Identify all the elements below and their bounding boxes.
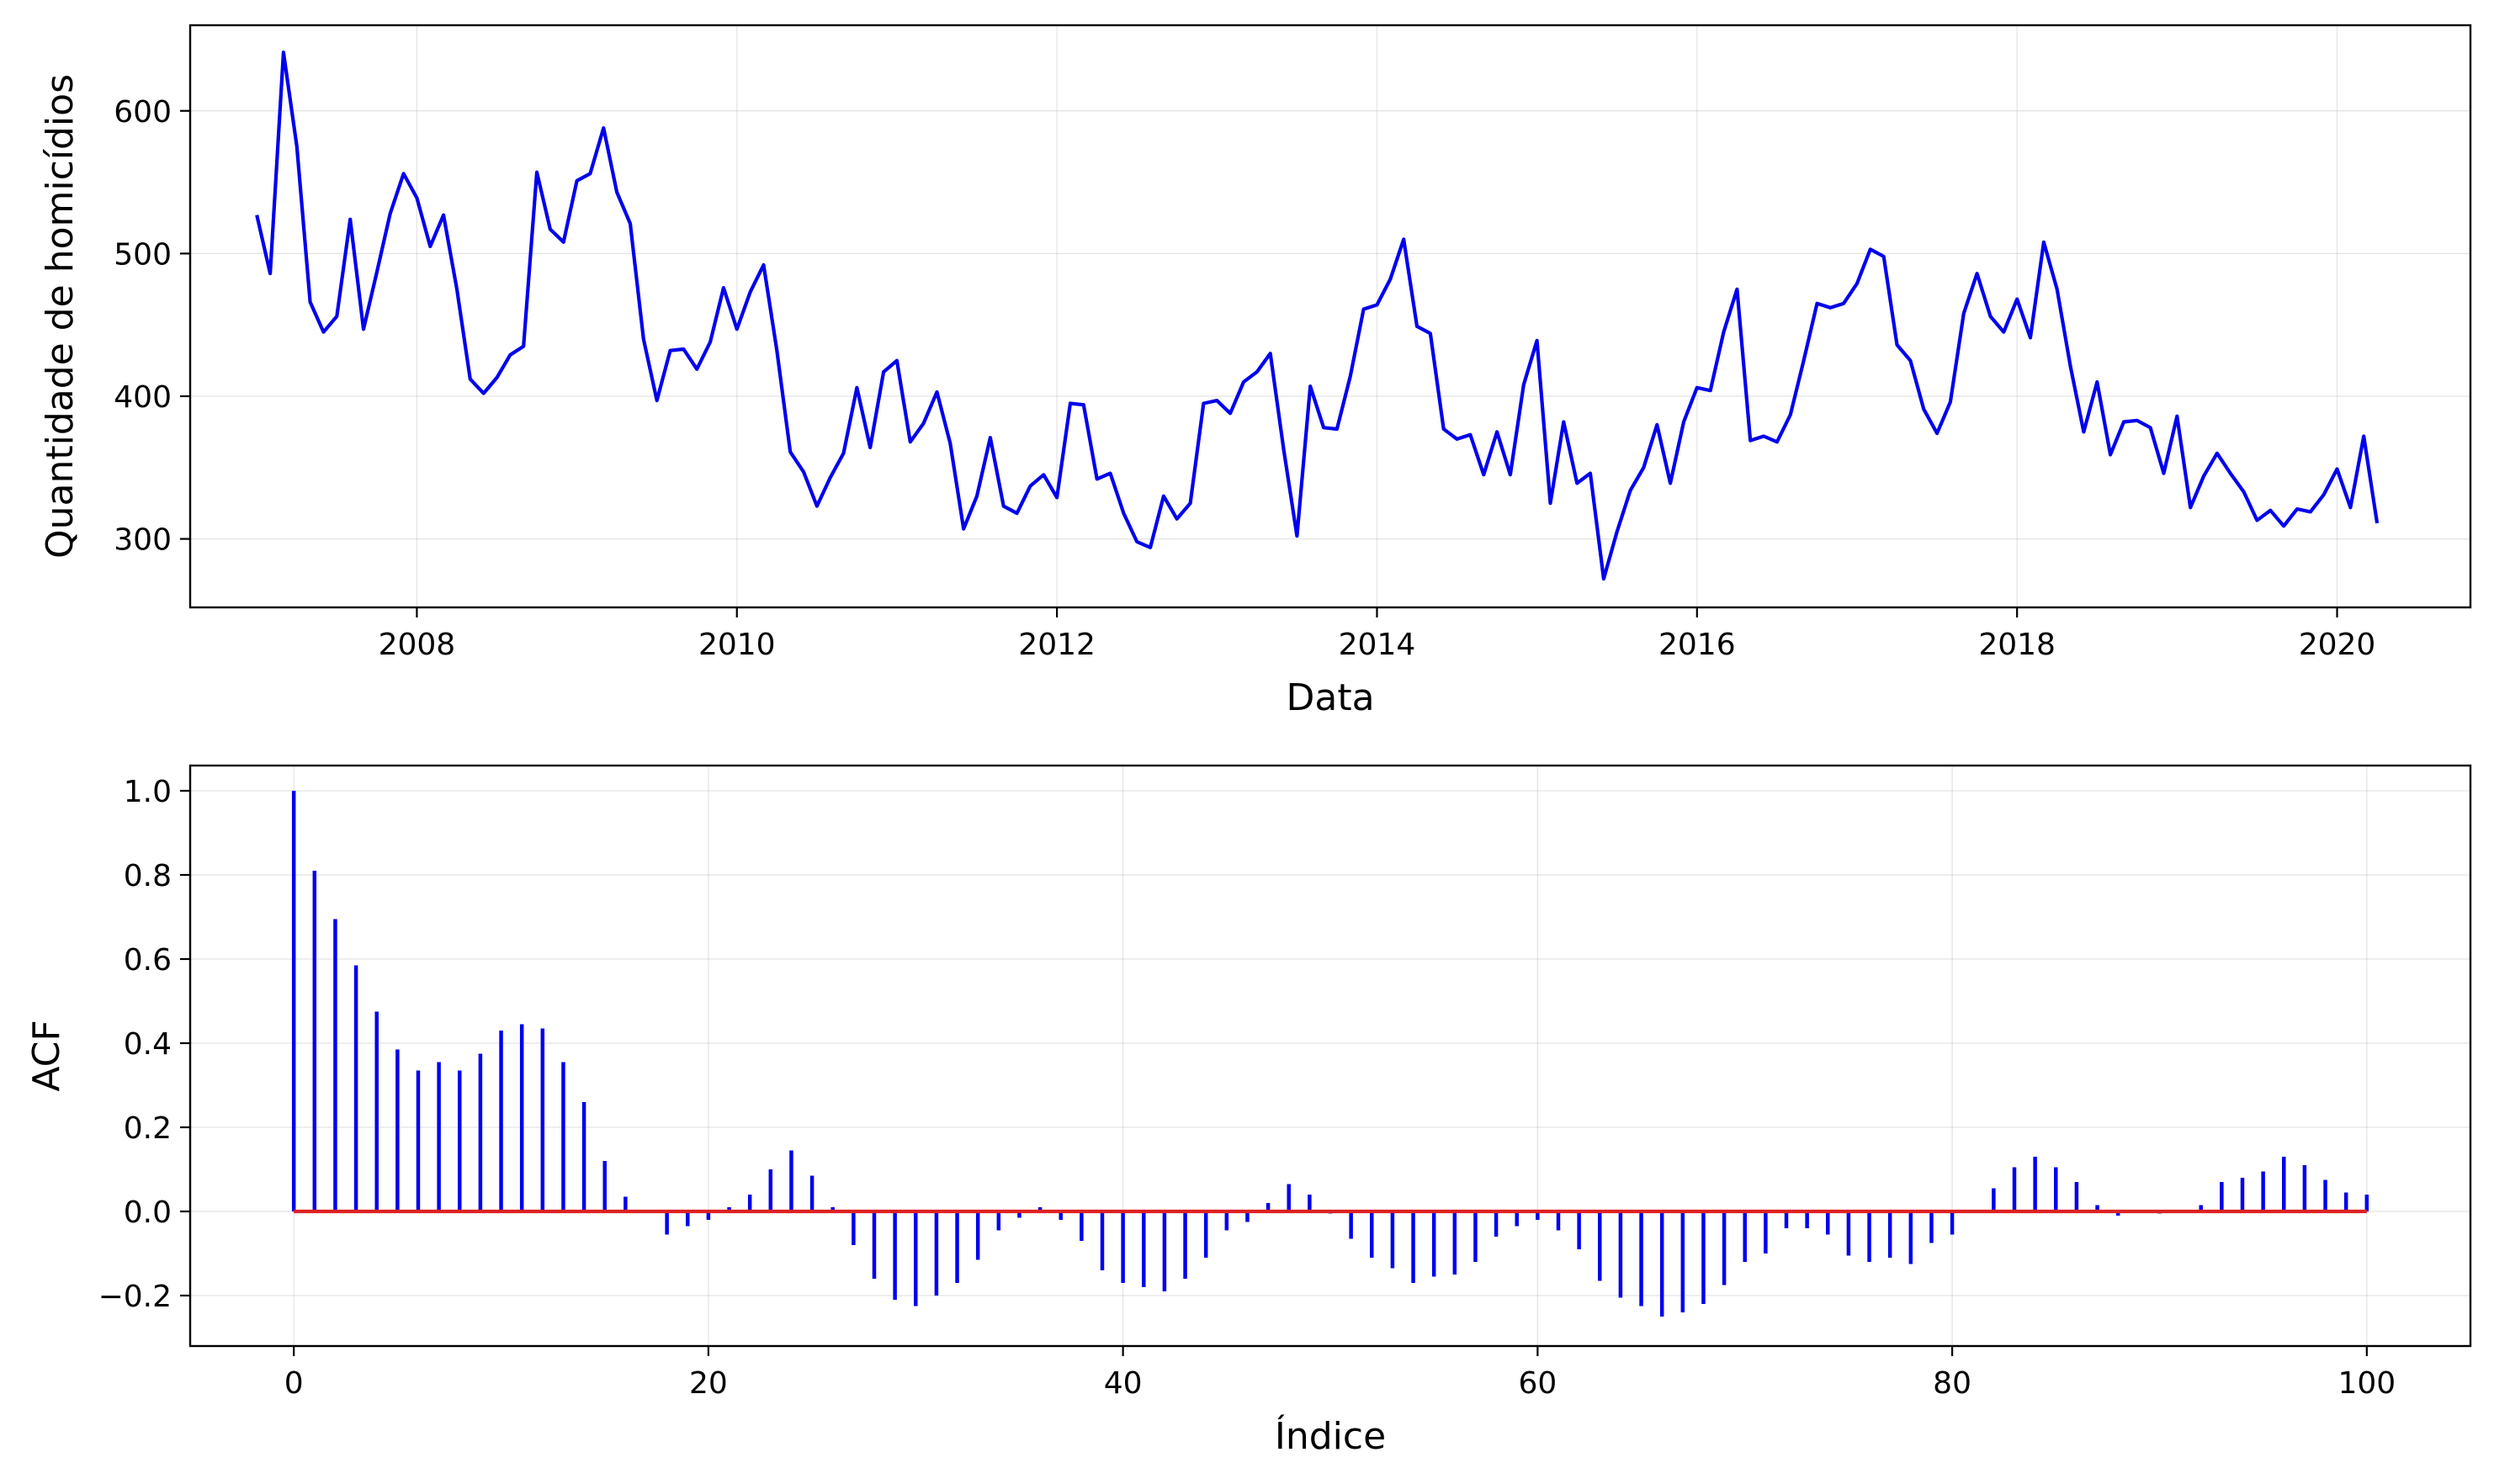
time-series-y-ticks: 300 400 500 600 (114, 95, 190, 558)
acf-panel: 0 20 40 60 80 100 1.0 0.8 0.6 0.4 0.2 0.0 −0.2 Índi… (25, 764, 2472, 1458)
time-series-panel: 2008 2010 2012 2014 2016 2018 2020 300 400 500 60… (39, 24, 2472, 719)
x-tick-label: 2008 (379, 628, 456, 662)
x-tick-label: 20 (689, 1366, 728, 1401)
y-tick-label: 0.8 (124, 859, 172, 893)
y-tick-label: 0.0 (124, 1195, 172, 1230)
y-tick-label: 1.0 (124, 775, 172, 809)
x-tick-label: 40 (1104, 1366, 1143, 1401)
x-tick-label: 2010 (698, 628, 776, 662)
time-series-axes-frame (188, 24, 2472, 609)
acf-x-axis-label: Índice (1275, 1413, 1386, 1458)
x-tick-label: 60 (1518, 1366, 1557, 1401)
acf-axes-frame (188, 764, 2472, 1348)
x-tick-label: 2014 (1339, 628, 1416, 662)
acf-stems (291, 791, 2369, 1317)
time-series-grid (190, 25, 2470, 607)
acf-y-ticks: 1.0 0.8 0.6 0.4 0.2 0.0 −0.2 (98, 775, 190, 1314)
x-tick-label: 100 (2337, 1366, 2396, 1401)
homicides-series-line (255, 50, 2380, 581)
x-tick-label: 80 (1933, 1366, 1971, 1401)
y-tick-label: 0.2 (124, 1111, 172, 1146)
time-series-line-group (255, 50, 2380, 581)
x-tick-label: 2020 (2299, 628, 2376, 662)
x-tick-label: 2016 (1658, 628, 1736, 662)
acf-grid (190, 766, 2470, 1346)
acf-x-ticks: 0 20 40 60 80 100 (284, 1346, 2396, 1401)
y-tick-label: 0.4 (124, 1027, 172, 1062)
time-series-y-axis-label: Quantidade de homicídios (39, 74, 82, 559)
time-series-x-ticks: 2008 2010 2012 2014 2016 2018 2020 (379, 607, 2376, 662)
time-series-x-axis-label: Data (1286, 676, 1374, 719)
y-tick-label: −0.2 (98, 1280, 172, 1314)
x-tick-label: 2018 (1978, 628, 2056, 662)
y-tick-label: 300 (114, 523, 172, 558)
y-tick-label: 500 (114, 237, 172, 272)
x-tick-label: 0 (284, 1366, 304, 1401)
y-tick-label: 400 (114, 380, 172, 415)
y-tick-label: 600 (114, 95, 172, 130)
y-tick-label: 0.6 (124, 943, 172, 978)
x-tick-label: 2012 (1018, 628, 1096, 662)
acf-y-axis-label: ACF (25, 1020, 68, 1091)
